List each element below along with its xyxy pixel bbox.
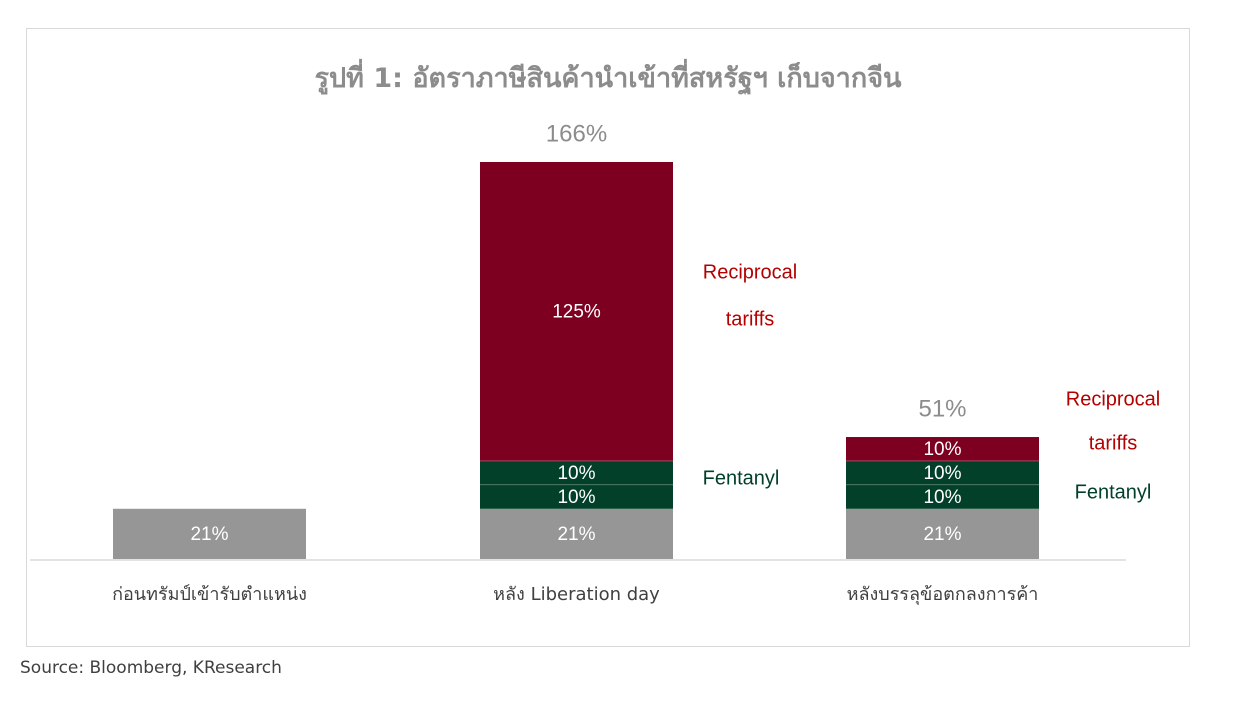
segment-value-label: 10% — [557, 463, 595, 484]
bar-segment-fentanyl2 — [480, 460, 673, 485]
segment-value-label: 10% — [923, 439, 961, 460]
segment-value-label: 10% — [557, 487, 595, 508]
annotation-fentanyl: Fentanyl — [703, 467, 780, 489]
bar-segment-reciprocal — [846, 437, 1039, 461]
segment-value-label: 125% — [552, 301, 601, 322]
bar-segment-reciprocal — [480, 162, 673, 461]
bar-total-label: 166% — [546, 120, 607, 147]
bar-segment-fentanyl2 — [846, 460, 1039, 485]
segment-value-label: 10% — [923, 463, 961, 484]
bar-segment-base — [480, 508, 673, 559]
category-label: ก่อนทรัมป์เข้ารับตำแหน่ง — [112, 584, 307, 605]
bar-segment-fentanyl1 — [846, 484, 1039, 509]
bar-segment-fentanyl1 — [480, 484, 673, 509]
segment-value-label: 21% — [190, 524, 228, 545]
segment-value-label: 21% — [557, 524, 595, 545]
bar-segment-base — [846, 508, 1039, 559]
bar-total-label: 51% — [918, 395, 966, 422]
annotation-reciprocal: Reciprocal — [703, 261, 797, 283]
source-note: Source: Bloomberg, KResearch — [20, 658, 282, 678]
chart-title: รูปที่ 1: อัตราภาษีสินค้านำเข้าที่สหรัฐฯ… — [314, 63, 902, 94]
segment-value-label: 10% — [923, 487, 961, 508]
annotation-fentanyl: Fentanyl — [1075, 481, 1152, 503]
category-label: หลัง Liberation day — [493, 584, 660, 605]
annotation-reciprocal: Reciprocal — [1066, 388, 1160, 410]
category-label: หลังบรรลุข้อตกลงการค้า — [847, 584, 1039, 605]
segment-value-label: 21% — [923, 524, 961, 545]
annotation-reciprocal: tariffs — [1089, 432, 1138, 454]
annotation-reciprocal: tariffs — [726, 308, 775, 330]
bar-segment-base — [113, 508, 306, 559]
